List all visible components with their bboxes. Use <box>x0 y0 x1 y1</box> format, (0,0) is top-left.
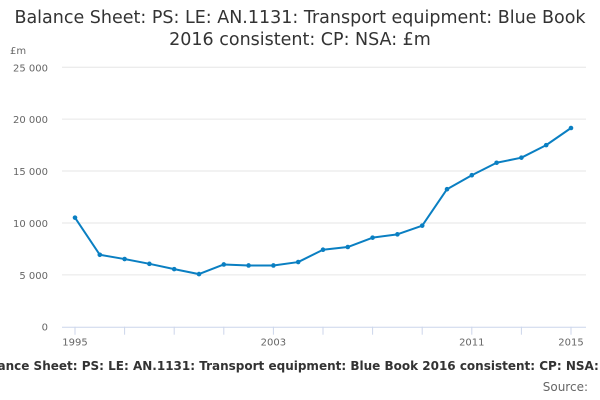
source-label: Source: <box>542 380 588 394</box>
x-tick-label: 2015 <box>558 338 583 349</box>
data-point <box>246 263 251 268</box>
series-line <box>74 127 572 276</box>
data-point <box>171 266 177 272</box>
data-point <box>370 235 375 240</box>
footer-title: Balance Sheet: PS: LE: AN.1131: Transpor… <box>0 359 600 373</box>
data-point <box>271 263 276 268</box>
data-point <box>568 125 574 131</box>
data-point <box>395 232 400 237</box>
data-point <box>320 247 326 253</box>
y-tick-label: 15 000 <box>13 167 48 178</box>
data-point <box>494 160 499 166</box>
data-point <box>419 223 425 228</box>
data-point <box>295 259 301 265</box>
y-tick-label: 20 000 <box>13 115 48 126</box>
chart-title: Balance Sheet: PS: LE: AN.1131: Transpor… <box>14 8 586 50</box>
y-axis-unit: £m <box>10 46 27 57</box>
data-point <box>469 172 475 178</box>
data-point <box>543 142 549 148</box>
y-tick-label: 0 <box>42 323 48 334</box>
data-point <box>519 155 524 160</box>
x-tick-label: 2011 <box>459 338 484 349</box>
y-tick-label: 25 000 <box>13 63 48 74</box>
y-tick-label: 5 000 <box>19 271 48 282</box>
y-tick-label: 10 000 <box>13 219 48 230</box>
data-point <box>147 261 152 267</box>
data-point <box>345 244 351 250</box>
x-tick-label: 2003 <box>261 338 286 349</box>
data-point <box>122 256 127 262</box>
data-point <box>196 271 202 277</box>
x-tick-label: 1995 <box>62 338 87 349</box>
data-point <box>444 186 450 192</box>
data-point <box>72 215 78 220</box>
data-point <box>221 262 227 267</box>
data-point <box>97 252 103 258</box>
